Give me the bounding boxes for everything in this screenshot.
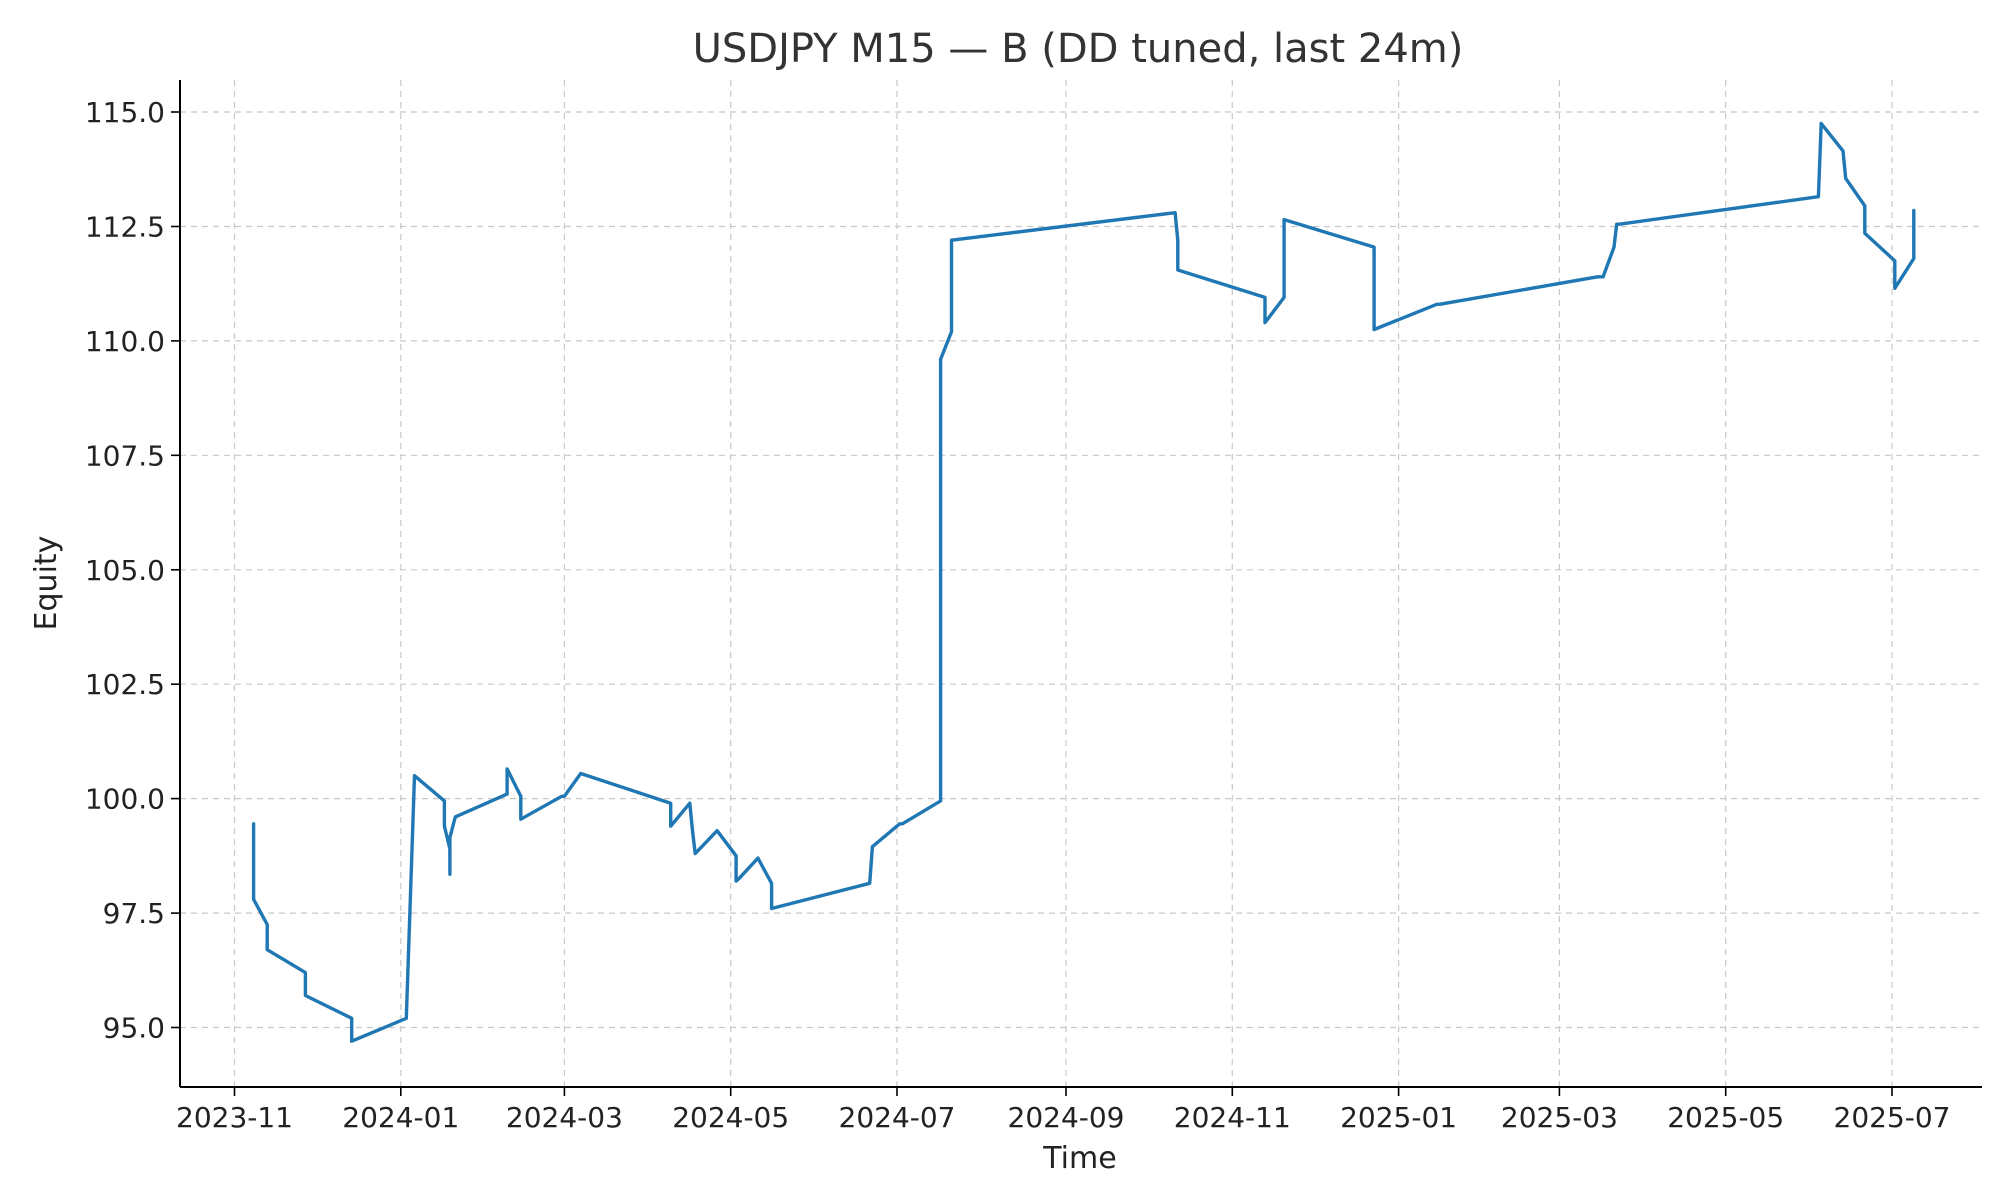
tick-layer: 2023-11 2024-01 2024-03 2024-05 2024-07 2024-…	[85, 96, 1951, 1134]
y-tick-label-110.0: 110.0	[85, 325, 165, 358]
x-tick-label-2025-01: 2025-01	[1340, 1101, 1457, 1134]
x-tick-label-2024-05: 2024-05	[672, 1101, 789, 1134]
x-tick-label-2024-03: 2024-03	[506, 1101, 623, 1134]
x-tick-label-2024-07: 2024-07	[839, 1101, 956, 1134]
y-tick-label-100.0: 100.0	[85, 783, 165, 816]
y-axis-label: Equity	[29, 536, 64, 631]
chart-title: USDJPY M15 — B (DD tuned, last 24m)	[693, 26, 1464, 72]
x-tick-label-2025-05: 2025-05	[1667, 1101, 1784, 1134]
x-axis-label: Time	[1042, 1141, 1116, 1176]
y-tick-label-95.0: 95.0	[103, 1012, 165, 1045]
y-tick-label-115.0: 115.0	[85, 96, 165, 129]
y-tick-label-105.0: 105.0	[85, 554, 165, 587]
y-tick-label-102.5: 102.5	[85, 668, 165, 701]
series-layer	[251, 121, 1916, 1043]
y-tick-label-107.5: 107.5	[85, 439, 165, 472]
grid-layer	[180, 80, 1982, 1087]
x-tick-label-2023-11: 2023-11	[176, 1101, 293, 1134]
x-tick-label-2025-03: 2025-03	[1501, 1101, 1618, 1134]
y-tick-label-97.5: 97.5	[103, 897, 165, 930]
x-tick-label-2024-01: 2024-01	[342, 1101, 459, 1134]
equity-line-series-0	[251, 121, 1916, 1043]
x-tick-label-2025-07: 2025-07	[1834, 1101, 1951, 1134]
y-tick-label-112.5: 112.5	[85, 211, 165, 244]
x-tick-label-2024-09: 2024-09	[1008, 1101, 1125, 1134]
x-tick-label-2024-11: 2024-11	[1174, 1101, 1291, 1134]
